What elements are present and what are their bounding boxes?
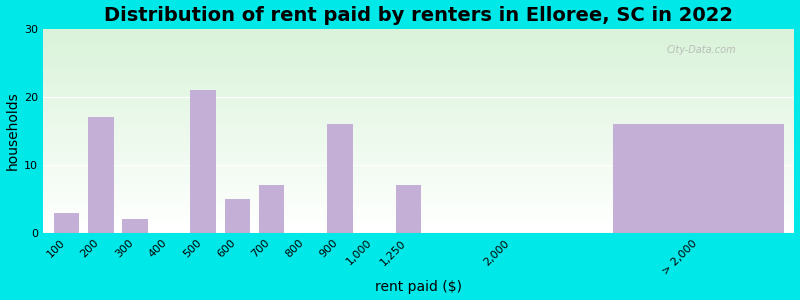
Y-axis label: households: households xyxy=(6,92,19,170)
Bar xyxy=(259,185,285,233)
Bar xyxy=(395,185,421,233)
Bar xyxy=(88,117,114,233)
Bar xyxy=(190,90,216,233)
Bar xyxy=(122,219,148,233)
Title: Distribution of rent paid by renters in Elloree, SC in 2022: Distribution of rent paid by renters in … xyxy=(104,6,733,25)
Bar xyxy=(54,213,79,233)
Bar xyxy=(327,124,353,233)
Text: City-Data.com: City-Data.com xyxy=(666,45,736,55)
Bar xyxy=(225,199,250,233)
Bar xyxy=(614,124,784,233)
X-axis label: rent paid ($): rent paid ($) xyxy=(375,280,462,294)
